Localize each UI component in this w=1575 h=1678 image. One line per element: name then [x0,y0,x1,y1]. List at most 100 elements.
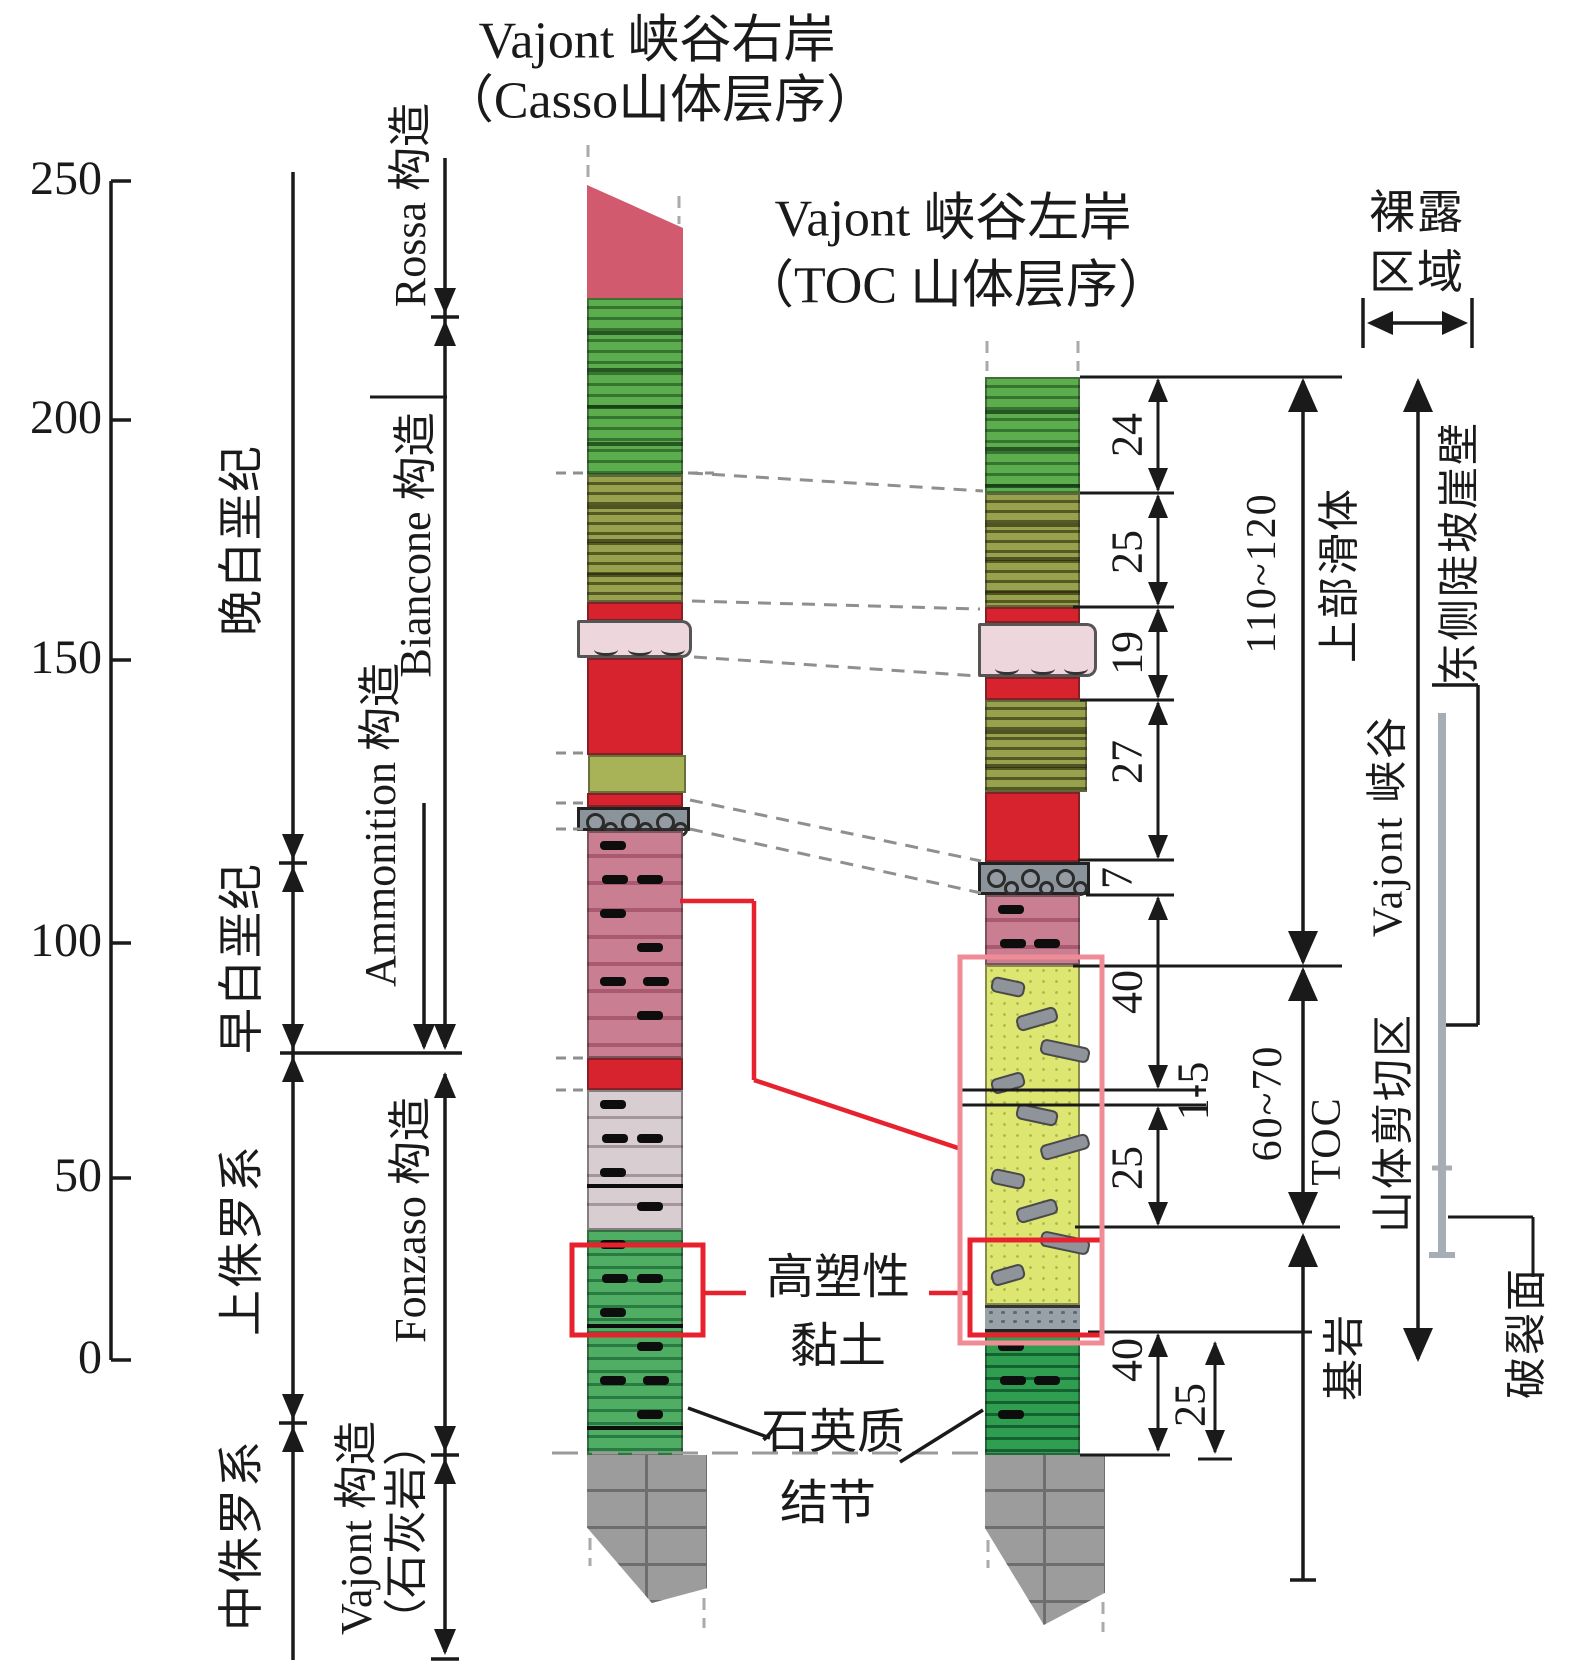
interval-arrow-down [1288,1192,1318,1226]
bedding-line [587,1324,683,1328]
black-nodule-mark [602,1134,629,1143]
formation-end-arrow [434,1024,456,1050]
era-label-早白垩纪: 早白垩纪 [216,862,267,1054]
marl-squiggle-mark [1030,662,1055,675]
thickness-label-7: 7 [1092,867,1142,889]
casso-stratum-oliveSolid [588,755,686,793]
dimension-arrow-up [1148,1333,1168,1357]
black-nodule-mark [600,1100,627,1109]
casso-column-title-line2: （Casso山体层序） [441,72,879,130]
black-nodule-mark [636,1274,663,1283]
casso-stratum-red [587,793,683,807]
black-nodule-mark [602,1274,629,1283]
dimension-arrow-up [1148,701,1168,725]
toc-stratum-bandO [985,493,1080,607]
formation-label-Rossa构造: Rossa 构造 [386,102,435,308]
quartz-nodule-leader [687,1406,771,1440]
casso-stratum-pinkbox [577,620,692,658]
dimension-arrow-up [1148,896,1168,920]
right-label-60~70: 60~70 [1245,1044,1291,1162]
right-label-110~120: 110~120 [1239,492,1285,654]
black-nodule-mark [600,841,627,850]
dimension-arrow-up [1148,378,1168,402]
era-break-arrow-up [282,1426,304,1452]
thickness-label-40: 40 [1102,970,1152,1014]
exposed-area-label-line1: 裸露 [1369,187,1465,238]
interval-arrow-up [1403,378,1433,412]
era-break-arrow-down [282,834,304,860]
clay-highlight-rect [967,1237,1105,1338]
era-label-上侏罗系: 上侏罗系 [216,1144,267,1336]
correlation-dashed-line [689,471,984,493]
interval-arrow-up [1288,967,1318,1001]
interval-arrow-down [1288,931,1318,965]
right-label-东侧陡坡崖壁: 东侧陡坡崖壁 [1437,420,1484,686]
black-nodule-mark [636,1134,663,1143]
dimension-arrow-up [1148,494,1168,518]
right-label-TOC: TOC [1304,1096,1350,1186]
thickness-label-1-5: 1-5 [1168,1061,1218,1121]
pebble-mark [1055,868,1075,888]
dimension-arrow-down [1148,1428,1168,1452]
high-plasticity-clay-label-line2: 黏土 [789,1320,887,1373]
era-break-arrow-up [282,866,304,892]
toc-stratum-pinkbox [978,623,1097,677]
dimension-arrow-down [1148,835,1168,859]
marl-squiggle-mark [1064,662,1089,675]
casso-stratum-greenchip [587,1230,683,1455]
formation-end-arrow [413,1024,435,1050]
toc-stratum-red [985,792,1080,862]
black-nodule-mark [636,1342,663,1351]
toc-column-title-line2: （TOC 山体层序） [741,257,1171,315]
black-nodule-mark [600,1168,627,1177]
black-nodule-mark [636,1202,663,1211]
black-nodule-mark [1000,939,1027,948]
exposed-gauge-arrow-right [1442,311,1468,335]
formation-label-（石灰岩）: （石灰岩） [382,1422,431,1642]
marl-squiggle-mark [628,643,653,656]
toc-stratum-marl [985,895,1080,965]
era-label-中侏罗系: 中侏罗系 [216,1439,267,1631]
clay-highlight-rect [569,1242,706,1338]
right-label-上部滑体: 上部滑体 [1317,486,1364,664]
black-nodule-mark [600,909,627,918]
casso-stratum-pebbly [577,807,690,837]
correlation-dashed-line [691,599,981,611]
black-nodule-mark [642,977,669,986]
thickness-label-25: 25 [1165,1383,1215,1427]
pebble-mark [1004,880,1020,896]
right-label-基岩: 基岩 [1322,1312,1369,1402]
era-break-arrow-down [282,1394,304,1420]
dimension-arrow-down [1148,675,1168,699]
black-nodule-mark [600,1308,627,1317]
toc-stratum-yellow [985,965,1092,1305]
black-nodule-mark [636,1410,663,1419]
black-nodule-mark [1000,1376,1027,1385]
toc-unit-highlight-rect [957,954,1105,1346]
casso-stratum-red [587,1058,683,1090]
formation-break-arrow [434,1426,456,1452]
pebble-mark [1038,880,1054,896]
era-break-arrow-up [282,1056,304,1082]
formation-break-arrow [434,1458,456,1484]
high-plasticity-clay-label-line1: 高塑性 [765,1251,911,1304]
formation-label-Biancone构造: Biancone 构造 [391,412,440,678]
thickness-label-24: 24 [1102,413,1152,457]
right-label-破裂面: 破裂面 [1504,1266,1551,1400]
correlation-dashed-line [693,655,979,678]
formation-break-arrow [434,288,456,314]
black-nodule-mark [602,875,629,884]
pebble-mark [586,812,605,832]
exposed-gauge-arrow-left [1367,311,1393,335]
formation-label-Ammonition构造: Ammonition 构造 [356,663,405,987]
dimension-arrow-down [1205,1430,1225,1454]
scale-tick-label-0: 0 [78,1331,102,1384]
casso-stratum-bandO [587,475,683,602]
black-nodule-mark [636,943,663,952]
pebble-mark [1073,880,1088,896]
thickness-label-27: 27 [1102,740,1152,784]
pebble-mark [1021,868,1041,888]
toc-column-title-line1: Vajont 峡谷左岸 [774,190,1132,248]
correlation-dashed-line [689,827,982,895]
toc-stratum-breccia [985,1305,1080,1332]
